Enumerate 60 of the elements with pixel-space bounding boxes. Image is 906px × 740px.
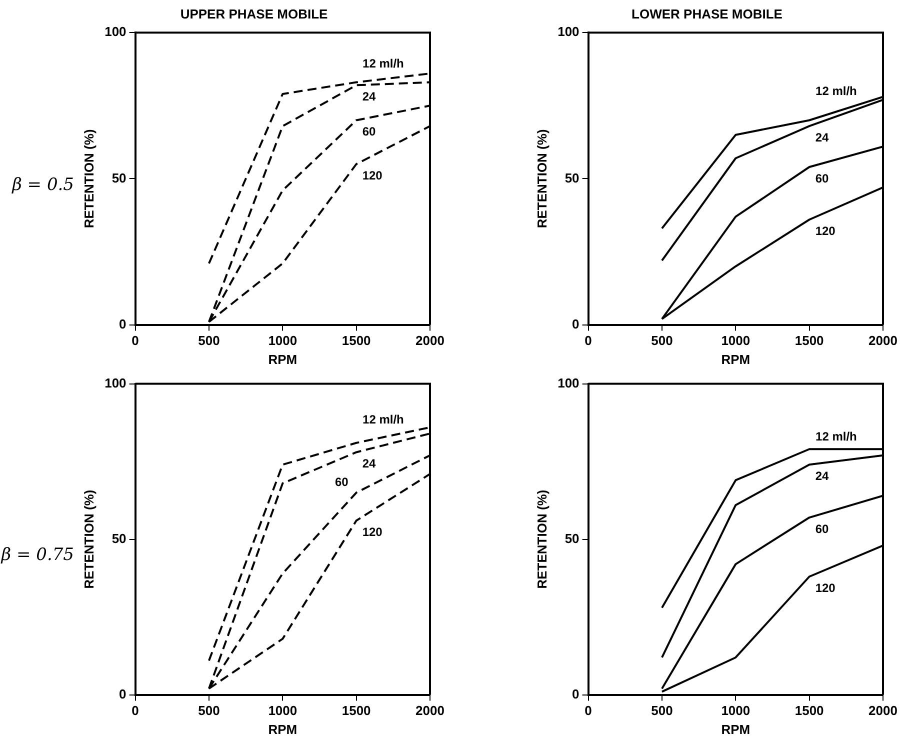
y-axis-title: RETENTION (%) [534,128,550,228]
x-tick-label: 1500 [342,702,371,718]
series-label: 24 [362,89,376,104]
x-tick-label: 500 [198,332,220,348]
y-axis-title: RETENTION (%) [81,128,96,228]
x-axis-title: RPM [268,351,298,366]
y-tick-label: 0 [572,686,580,701]
y-tick-label: 100 [558,24,580,39]
y-tick-label: 0 [572,316,580,331]
x-tick-label: 1000 [268,332,298,348]
y-tick-label: 0 [119,686,126,701]
series-label: 12 ml/h [816,428,857,443]
series-label: 12 ml/h [816,84,857,98]
series-label: 24 [362,456,376,470]
series-label: 120 [362,524,383,538]
x-tick-label: 2000 [416,702,444,718]
y-tick-label: 100 [104,24,126,39]
series-label: 60 [334,474,349,488]
series-label: 60 [362,124,376,138]
text: β = 0.75 [0,545,75,565]
x-tick-label: 1500 [794,332,824,348]
x-tick-label: 0 [584,332,592,348]
series-label: 60 [815,521,829,536]
y-tick-label: 50 [112,170,126,185]
series-label: 12 ml/h [362,412,404,426]
x-tick-label: 0 [132,702,139,718]
x-tick-label: 500 [651,702,673,718]
x-tick-label: 2000 [868,702,898,718]
x-tick-label: 0 [132,332,139,348]
x-tick-label: 1000 [721,332,750,348]
y-tick-label: 100 [558,374,580,390]
x-tick-label: 2000 [868,332,898,348]
y-axis-title: RETENTION (%) [534,489,550,588]
x-tick-label: 500 [198,702,220,718]
y-tick-label: 50 [564,170,580,185]
y-tick-label: 50 [564,530,580,546]
x-tick-label: 1000 [721,702,750,718]
text: β = 0.5 [10,175,75,195]
x-tick-label: 1000 [268,702,298,718]
chart-title: UPPER PHASE MOBILE [180,6,328,21]
x-tick-label: 0 [584,702,592,718]
x-axis-title: RPM [721,721,750,736]
x-tick-label: 2000 [416,332,444,348]
series-label: 60 [815,170,829,185]
y-axis-title: RETENTION (%) [81,489,96,588]
x-tick-label: 1500 [342,332,371,348]
series-label: 24 [815,130,829,144]
y-tick-label: 100 [104,374,126,390]
y-tick-label: 50 [112,530,126,546]
y-tick-label: 0 [119,316,126,331]
series-label: 120 [815,223,836,238]
chart-title: LOWER PHASE MOBILE [632,6,783,21]
x-tick-label: 1500 [794,702,824,718]
x-tick-label: 500 [651,332,673,348]
x-axis-title: RPM [721,351,750,366]
series-label: 24 [815,468,829,482]
series-label: 120 [362,168,383,182]
x-axis-title: RPM [268,721,298,736]
series-label: 120 [815,580,836,594]
series-label: 12 ml/h [362,56,404,70]
